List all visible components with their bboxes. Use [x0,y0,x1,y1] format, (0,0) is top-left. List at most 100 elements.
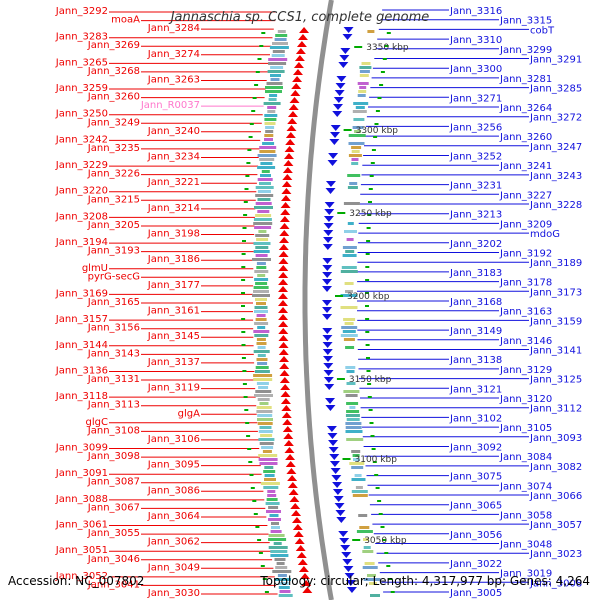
feature-block [351,466,364,469]
scale-tick-label: 3200 kbp [347,292,390,302]
minor-tick [371,149,376,151]
forward-gene-arrow [291,83,302,89]
reverse-gene-arrow [322,265,333,271]
forward-gene-arrow [278,328,289,334]
forward-gene-arrow [292,69,303,75]
right-gene-label: Jann_3178 [499,278,552,289]
forward-gene-arrow [280,202,291,208]
genome-backbone-arc [302,0,334,600]
reverse-gene-arrow [338,62,349,68]
minor-tick [258,552,263,554]
feature-block [275,566,288,569]
feature-block [367,574,376,577]
reverse-gene-arrow [322,335,333,341]
feature-block [264,466,274,469]
left-gene-label: Jann_3242 [55,134,108,145]
feature-block [259,146,277,149]
feature-block [344,322,354,325]
right-gene-label: Jann_3183 [449,268,502,279]
forward-gene-arrow [283,153,294,159]
right-gene-label: Jann_3005 [449,588,502,599]
left-gene-label: Jann_3229 [55,160,108,171]
feature-block [343,202,360,205]
minor-tick [374,123,379,125]
reverse-gene-arrow [333,496,344,502]
reverse-gene-arrow [340,48,351,54]
reverse-gene-arrow [343,27,354,33]
minor-tick [241,305,245,307]
reverse-gene-arrow [343,566,354,572]
reverse-gene-arrow [345,580,356,586]
feature-block [268,534,285,537]
minor-tick [259,45,264,47]
feature-block [254,206,273,209]
feature-block [343,390,360,393]
feature-block [255,186,274,189]
minor-tick [242,370,247,372]
forward-gene-arrow [278,286,289,292]
minor-tick [262,578,267,580]
feature-block [253,222,273,225]
minor-tick [370,435,375,437]
reverse-gene-arrow [325,398,336,404]
feature-block [268,62,287,65]
feature-block [345,422,362,425]
right-gene-label: Jann_3056 [449,530,502,541]
feature-block [254,270,269,273]
feature-block [259,150,276,153]
feature-block [340,294,358,297]
left-gene-label: Jann_3177 [147,280,200,291]
left-gene-label: Jann_3194 [55,237,108,248]
forward-gene-arrow [280,384,291,390]
feature-block [256,410,273,413]
forward-gene-arrow [281,181,292,187]
left-gene-label: Jann_3136 [55,366,108,377]
feature-block [357,82,369,85]
feature-block [267,494,277,497]
feature-block [258,230,267,233]
feature-block [354,474,362,477]
right-gene-label: Jann_3125 [529,375,582,386]
feature-block [351,490,368,493]
feature-block [256,266,267,269]
right-gene-label: Jann_3256 [449,122,502,133]
feature-block [255,234,270,237]
minor-tick [245,175,250,177]
feature-block [351,450,361,453]
left-gene-label: Jann_3269 [87,40,140,51]
feature-block [345,394,358,397]
left-gene-label: Jann_3145 [147,331,200,342]
feature-block [264,122,276,125]
right-gene-label: Jann_3291 [529,55,582,66]
minor-tick [384,552,389,554]
left-gene-label: Jann_3284 [147,23,200,34]
reverse-gene-arrow [336,517,347,523]
forward-gene-arrow [280,209,291,215]
minor-tick [247,448,252,450]
left-gene-label: Jann_3235 [87,143,140,154]
reverse-gene-arrow [322,279,333,285]
minor-tick [365,279,370,281]
reverse-gene-arrow [328,153,339,159]
feature-block [260,174,271,177]
feature-block [271,526,280,529]
right-gene-label: Jann_3146 [499,336,552,347]
reverse-gene-arrow [323,237,334,243]
reverse-gene-arrow [323,363,334,369]
reverse-gene-arrow [326,426,337,432]
feature-block [268,506,279,509]
reverse-gene-arrow [322,314,333,320]
forward-gene-arrow [284,146,295,152]
feature-block [253,350,270,353]
feature-block [346,238,354,241]
feature-block [349,462,365,465]
forward-gene-arrow [278,335,289,341]
reverse-gene-arrow [323,223,334,229]
reverse-gene-arrow [334,90,345,96]
reverse-gene-arrow [328,440,339,446]
minor-tick [367,383,372,385]
reverse-gene-arrow [325,405,336,411]
reverse-gene-arrow [333,104,344,110]
label-lines [109,9,529,595]
reverse-gene-arrow [340,545,351,551]
